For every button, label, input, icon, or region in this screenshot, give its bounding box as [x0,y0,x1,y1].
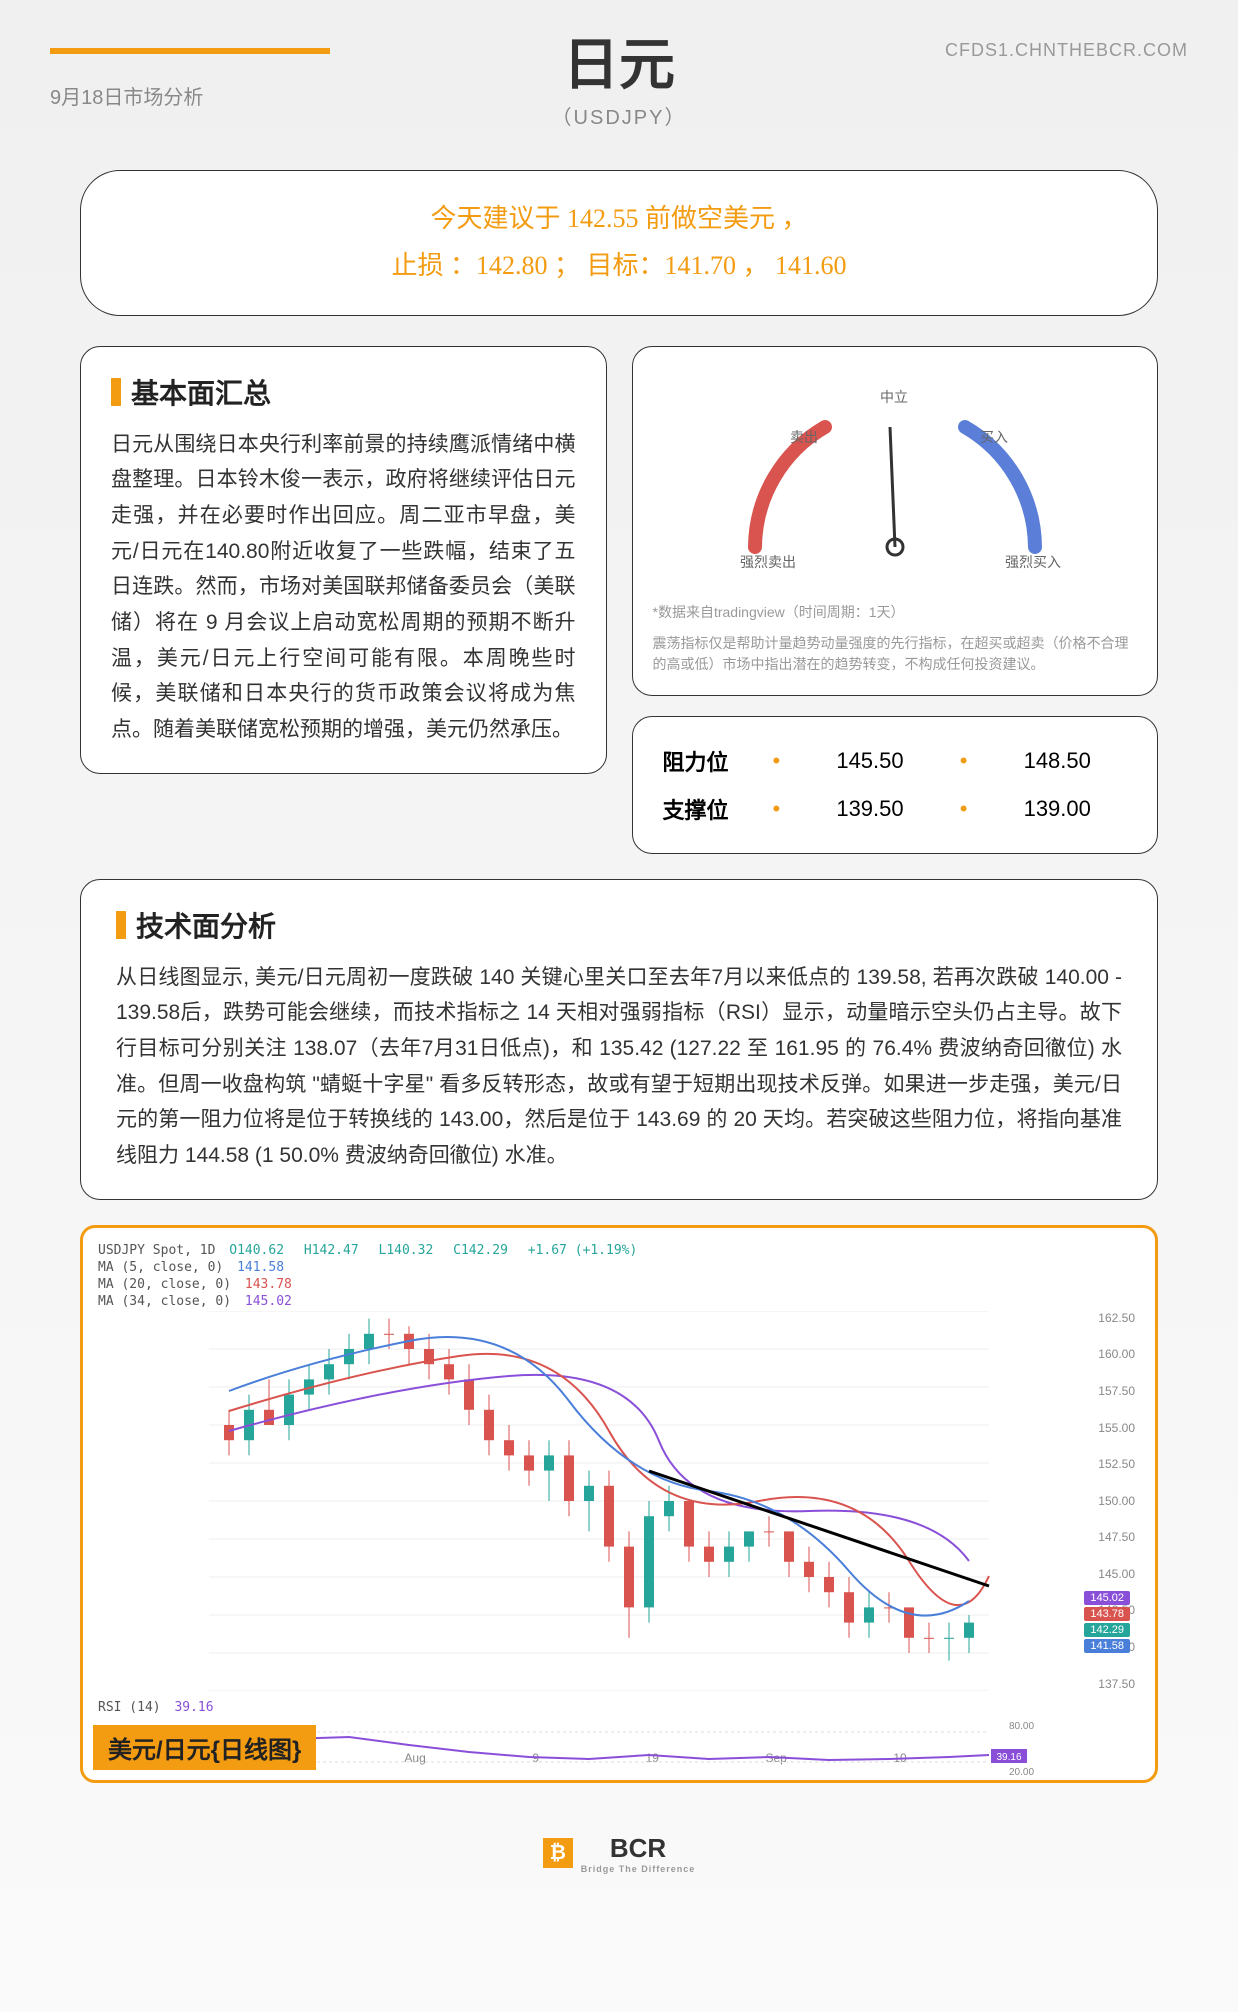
svg-text:强烈卖出: 强烈卖出 [740,554,796,570]
fundamental-text: 日元从围绕日本央行利率前景的持续鹰派情绪中横盘整理。日本铃木俊一表示，政府将继续… [111,427,576,748]
sentiment-gauge: 强烈卖出 卖出 中立 买入 强烈买入 [695,367,1095,587]
gauge-note-2: 震荡指标仅是帮助计量趋势动量强度的先行指标，在超买或超卖（价格不合理的高或低）市… [653,633,1138,675]
chart-caption: 美元/日元{日线图} [93,1725,316,1770]
fundamental-card: 基本面汇总 日元从围绕日本央行利率前景的持续鹰派情绪中横盘整理。日本铃木俊一表示… [80,346,607,774]
svg-text:强烈买入: 强烈买入 [1005,554,1061,570]
levels-card: 阻力位 • 145.50 • 148.50 支撑位 • 139.50 • 139… [632,716,1159,854]
footer: ₿ BCR Bridge The Difference [50,1813,1188,1894]
section-marker-icon [111,378,121,406]
chart-symbol-row: USDJPY Spot, 1D O140.62 H142.47 L140.32 … [98,1243,1140,1258]
bullet-icon: • [960,748,968,774]
candlestick-chart [98,1311,1140,1691]
section-marker-icon [116,911,126,939]
bullet-icon: • [773,796,781,822]
svg-text:39.16: 39.16 [996,1752,1021,1763]
page-title: 日元 [552,20,687,101]
bullet-icon: • [960,796,968,822]
bullet-icon: • [773,748,781,774]
recommendation-line-1: 今天建议于 142.55 前做空美元 ， [121,196,1117,243]
sentiment-gauge-card: 强烈卖出 卖出 中立 买入 强烈买入 *数据来自tradingview（时间周期… [632,346,1159,696]
price-chart-card: USDJPY Spot, 1D O140.62 H142.47 L140.32 … [80,1225,1158,1783]
recommendation-line-2: 止损 ：142.80 ； 目标：141.70 ， 141.60 [121,243,1117,290]
technical-text: 从日线图显示, 美元/日元周初一度跌破 140 关键心里关口至去年7月以来低点的… [116,960,1122,1174]
support-label: 支撑位 [663,793,753,825]
resistance-1: 145.50 [800,748,940,774]
brand-tagline: Bridge The Difference [581,1864,696,1874]
support-2: 139.00 [987,796,1127,822]
svg-text:20.00: 20.00 [1009,1767,1034,1777]
fundamental-title: 基本面汇总 [131,372,271,412]
svg-text:中立: 中立 [880,389,908,405]
brand-logo-icon: ₿ [543,1838,573,1868]
resistance-label: 阻力位 [663,745,753,777]
technical-card: 技术面分析 从日线图显示, 美元/日元周初一度跌破 140 关键心里关口至去年7… [80,879,1158,1200]
page-subtitle: （USDJPY） [552,101,687,130]
header-accent-bar [50,48,330,54]
site-url: CFDS1.CHNTHEBCR.COM [945,40,1188,61]
technical-title: 技术面分析 [136,905,276,945]
svg-text:买入: 买入 [980,429,1008,445]
brand-name: BCR [581,1833,696,1864]
recommendation-box: 今天建议于 142.55 前做空美元 ， 止损 ：142.80 ； 目标：141… [80,170,1158,316]
resistance-2: 148.50 [987,748,1127,774]
svg-text:80.00: 80.00 [1009,1721,1034,1732]
svg-text:卖出: 卖出 [790,429,818,445]
gauge-note-1: *数据来自tradingview（时间周期：1天） [653,602,1138,623]
support-1: 139.50 [800,796,940,822]
